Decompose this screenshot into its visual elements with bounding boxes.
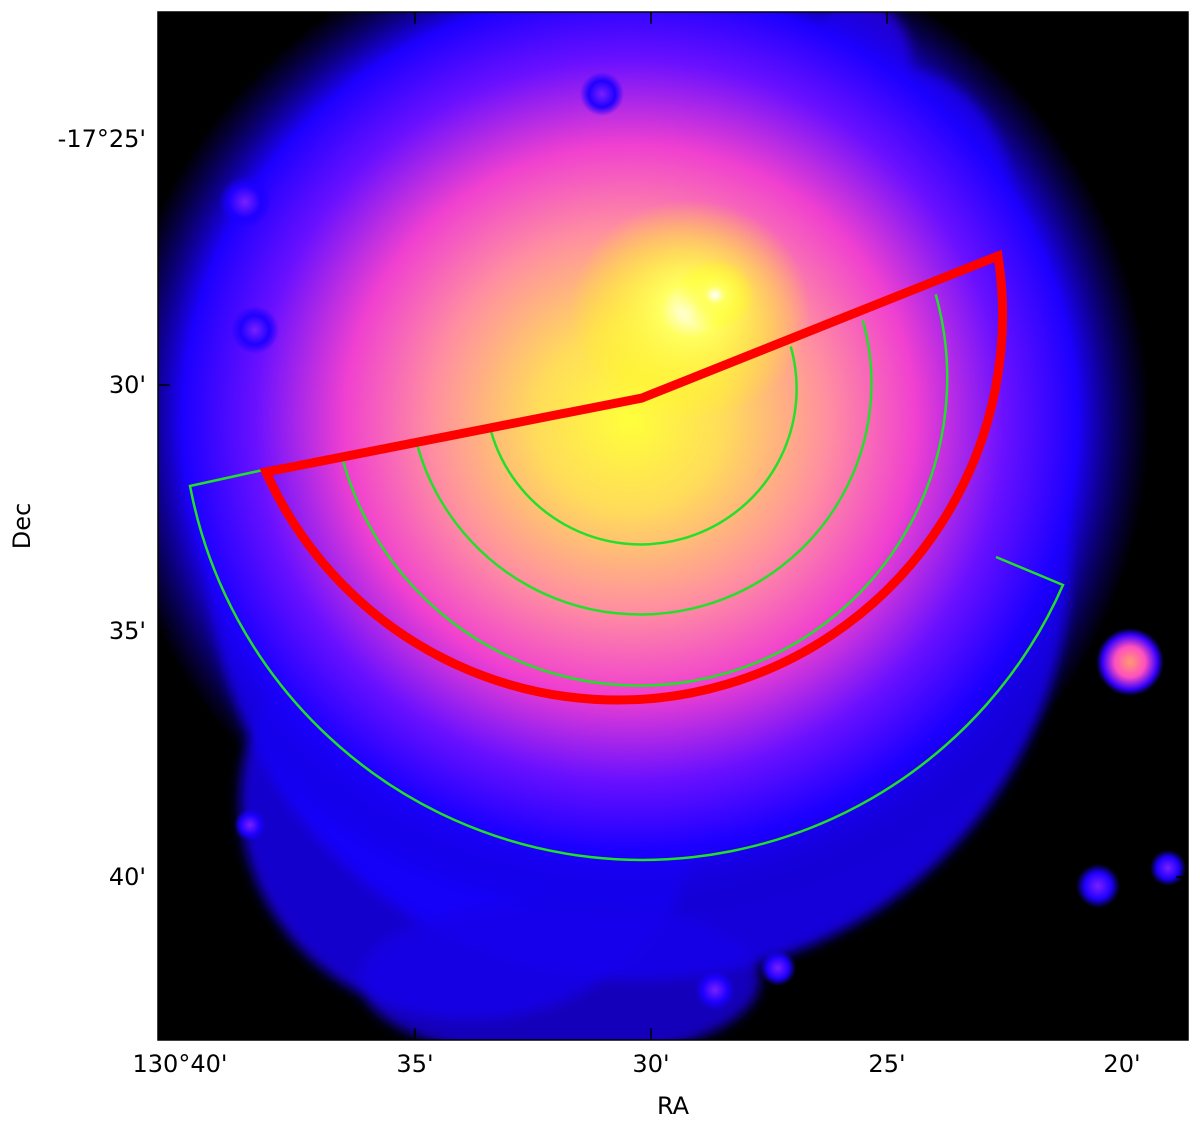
y-tick-label: 30': [109, 371, 146, 399]
plot-frame: [157, 11, 1189, 1041]
y-tick-label: 40': [109, 863, 146, 891]
annulus-arc-2: [416, 320, 873, 616]
y-axis-title: Dec: [8, 503, 36, 549]
cluster-halo: [158, 12, 1150, 920]
x-tick-label: 25': [868, 1050, 905, 1078]
y-tick-label: -17°25': [58, 125, 146, 153]
x-tick-label: 35': [396, 1050, 433, 1078]
annulus-arc-1: [489, 346, 798, 546]
core-bright-spot: [675, 259, 755, 331]
image-panel: [158, 12, 1188, 1040]
annulus-regions: [188, 294, 1065, 862]
annulus-outer-sector: [188, 468, 1065, 862]
x-tick-label: 30': [632, 1050, 669, 1078]
x-tick-label: 130°40': [133, 1050, 228, 1078]
axis-ticks: [158, 12, 1188, 1040]
highlight-sector: [259, 249, 1008, 705]
y-tick-label: 35': [109, 617, 146, 645]
x-tick-label: 20': [1103, 1050, 1140, 1078]
annulus-arc-3: [341, 294, 949, 687]
x-axis-title: RA: [657, 1092, 690, 1120]
